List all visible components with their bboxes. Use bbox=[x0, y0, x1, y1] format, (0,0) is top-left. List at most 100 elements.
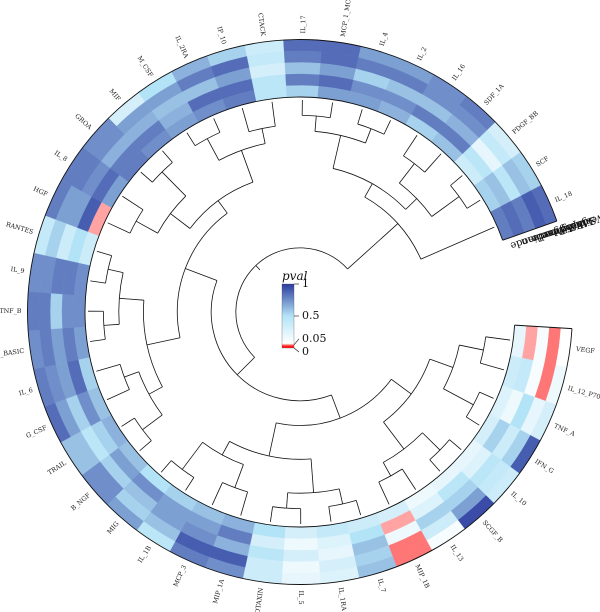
dendro-branch bbox=[211, 482, 223, 506]
dendro-branch bbox=[185, 477, 195, 491]
legend-colorbar bbox=[281, 283, 295, 349]
dendro-branch bbox=[206, 138, 220, 161]
outer-border bbox=[27, 39, 573, 585]
dendro-branch bbox=[90, 280, 106, 284]
dendro-branch bbox=[480, 362, 505, 371]
dendro-branch bbox=[186, 132, 196, 146]
dendro-branch bbox=[443, 388, 474, 406]
category-label-IL_2: IL_2 bbox=[415, 46, 428, 62]
category-label-HGF: HGF bbox=[32, 185, 50, 199]
dendro-arc bbox=[222, 482, 248, 493]
dendro-branch bbox=[103, 323, 120, 326]
category-label-IL_1B: IL_1B bbox=[136, 544, 153, 564]
dendro-branch bbox=[399, 163, 415, 184]
dendro-branch bbox=[405, 198, 418, 210]
dendro-branch bbox=[121, 417, 135, 427]
category-label-IL_18: IL_18 bbox=[554, 190, 574, 205]
category-label-SDF_1A: SDF_1A bbox=[482, 82, 505, 107]
legend-tick-mark-3 bbox=[293, 347, 300, 353]
gap-edge-1 bbox=[502, 220, 558, 241]
dendro-branch bbox=[450, 175, 463, 186]
category-label-G_CSF: G_CSF bbox=[25, 423, 49, 440]
dendro-branch bbox=[383, 120, 391, 135]
dendro-branch bbox=[357, 109, 363, 125]
legend: pval 1 0.5 0.050 bbox=[281, 269, 327, 358]
dendro-branch bbox=[466, 199, 481, 209]
category-label-SCF: SCF bbox=[535, 154, 551, 168]
dendro-branch bbox=[181, 442, 203, 470]
category-label-IL_1RA: IL_1RA bbox=[337, 587, 348, 612]
dendro-branch bbox=[96, 250, 112, 257]
dendro-branch bbox=[271, 101, 276, 127]
dendro-branch bbox=[485, 336, 511, 341]
dendro-branch bbox=[347, 223, 399, 270]
category-label-IL_9: IL_9 bbox=[10, 265, 25, 275]
dendro-branch bbox=[146, 337, 181, 346]
dendro-arc bbox=[328, 499, 357, 507]
category-label-IL_13: IL_13 bbox=[449, 543, 466, 563]
category-label-IL_6: IL_6 bbox=[18, 386, 34, 398]
legend-tick-mark-2 bbox=[293, 338, 300, 345]
category-label-IL_10: IL_10 bbox=[509, 490, 528, 508]
category-label-IFN_G: IFN_G bbox=[533, 457, 555, 475]
category-label-TRAIL: TRAIL bbox=[46, 459, 68, 477]
category-label-IL_16: IL_16 bbox=[450, 62, 467, 82]
category-label-IL_8: IL_8 bbox=[53, 149, 69, 163]
heatmap-cell-TNF_B-1 bbox=[38, 292, 52, 330]
dendro-branch bbox=[122, 195, 144, 211]
dendro-arc bbox=[450, 185, 468, 209]
dendro-branch bbox=[268, 422, 277, 457]
dendro-branch bbox=[338, 488, 344, 505]
category-label-MIP_1A: MIP_1A bbox=[211, 578, 226, 605]
heatmap-cell-IL_17-1 bbox=[283, 50, 322, 64]
dendro-branch bbox=[148, 386, 163, 395]
category-label-MIG: MIG bbox=[105, 520, 120, 536]
category-label-IL_12_P70: IL_12_P70 bbox=[567, 384, 600, 401]
heatmap-cell-TNF_B-3 bbox=[61, 293, 75, 329]
heatmap-cell-IL_17-0 bbox=[283, 39, 323, 53]
category-label-IL_5: IL_5 bbox=[297, 590, 305, 604]
dendro-branch bbox=[332, 135, 342, 169]
heatmap-cell-IL_17-3 bbox=[285, 73, 320, 87]
category-label-SCGF_B: SCGF_B bbox=[481, 519, 505, 545]
dendro-arc bbox=[103, 311, 106, 340]
dendro-branch bbox=[310, 458, 315, 493]
legend-ticks: 1 0.5 0.050 bbox=[293, 277, 327, 358]
category-label-IP_10: IP_10 bbox=[215, 25, 228, 45]
dendro-branch bbox=[420, 226, 495, 260]
dendro-branch bbox=[142, 414, 163, 431]
heatmap-cell-IL_5-0 bbox=[281, 572, 321, 585]
dendro-branch bbox=[459, 344, 484, 351]
category-label-TNF_B: TNF_B bbox=[0, 307, 22, 315]
dendro-branch bbox=[234, 464, 244, 488]
category-label-M_CSF: M_CSF bbox=[136, 54, 156, 79]
dendro-branch bbox=[431, 196, 460, 217]
dendro-branch bbox=[328, 506, 332, 522]
dendro-branch bbox=[240, 491, 248, 516]
dendro-arc bbox=[378, 468, 403, 483]
category-label-IL_4: IL_4 bbox=[378, 31, 390, 47]
dendro-branch bbox=[479, 391, 494, 399]
legend-title: pval bbox=[282, 269, 308, 283]
dendro-branch bbox=[391, 378, 412, 395]
dendro-branch bbox=[365, 128, 372, 144]
dendro-branch bbox=[162, 150, 173, 163]
dendro-branch bbox=[124, 371, 139, 378]
dendro-branch bbox=[213, 118, 221, 133]
dendro-branch bbox=[378, 481, 390, 505]
dendro-branch bbox=[160, 460, 172, 473]
dendro-branch bbox=[382, 462, 392, 477]
legend-tick-label-3: 0 bbox=[302, 345, 309, 358]
dendro-branch bbox=[383, 421, 405, 450]
inner-border bbox=[84, 96, 516, 528]
dendro-branch bbox=[466, 416, 480, 426]
dendro-branch bbox=[106, 389, 130, 401]
dendro-branch bbox=[329, 102, 334, 118]
category-label-VEGF: VEGF bbox=[575, 345, 596, 356]
category-label-PDGF_BB: PDGF_BB bbox=[511, 109, 541, 136]
dendro-arc bbox=[119, 364, 130, 390]
dendro-branch bbox=[119, 297, 144, 301]
category-label-B_NGF: B_NGF bbox=[69, 491, 92, 512]
category-label-TNF_A: TNF_A bbox=[553, 422, 577, 438]
category-label-MIP_1B: MIP_1B bbox=[413, 563, 431, 590]
